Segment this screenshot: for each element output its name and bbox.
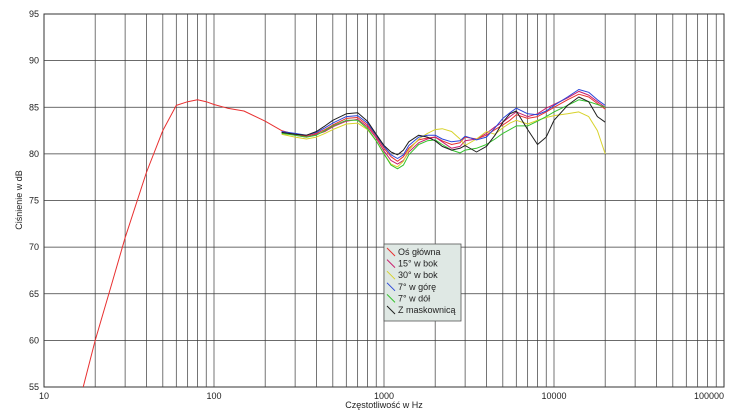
series-line-3 [281, 111, 606, 168]
legend-label: Oś główna [398, 247, 441, 257]
x-tick-label: 100 [206, 391, 221, 401]
y-tick-label: 85 [29, 102, 39, 112]
x-tick-label: 10 [39, 391, 49, 401]
series-line-6 [281, 96, 606, 156]
legend-swatch [386, 305, 396, 315]
legend-label: 30° w bok [398, 270, 438, 280]
y-tick-label: 80 [29, 149, 39, 159]
legend-box [383, 243, 462, 322]
legend-swatch [386, 259, 396, 268]
series-line-1 [82, 93, 606, 388]
y-tick-label: 95 [29, 9, 39, 19]
x-axis-title: Częstotliwość w Hz [345, 400, 423, 410]
legend-label: Z maskownicą [398, 305, 456, 315]
series-line-5 [281, 99, 606, 170]
y-axis-title: Ciśnienie w dB [14, 170, 24, 230]
legend-label: 7° w dół [398, 293, 430, 303]
legend-swatch [386, 294, 396, 303]
y-tick-label: 75 [29, 196, 39, 206]
series-line-4 [281, 89, 606, 159]
legend-label: 15° w bok [398, 259, 438, 269]
legend-swatch [386, 282, 396, 292]
x-tick-label: 10000 [541, 391, 566, 401]
series-lines [82, 89, 606, 388]
y-axis-ticks: 55 60 65 70 75 80 85 90 95 [29, 9, 39, 392]
y-tick-label: 70 [29, 242, 39, 252]
x-tick-label: 1000 [374, 391, 394, 401]
y-tick-label: 65 [29, 289, 39, 299]
x-tick-label: 100000 [694, 391, 724, 401]
legend-swatch [386, 247, 396, 257]
series-line-2 [281, 90, 606, 165]
y-tick-label: 55 [29, 382, 39, 392]
legend-label: 7° w górę [398, 282, 436, 292]
legend-swatch [386, 270, 396, 280]
x-axis-ticks: 10 100 1000 10000 100000 [39, 391, 724, 401]
y-tick-label: 60 [29, 335, 39, 345]
y-tick-label: 90 [29, 56, 39, 66]
